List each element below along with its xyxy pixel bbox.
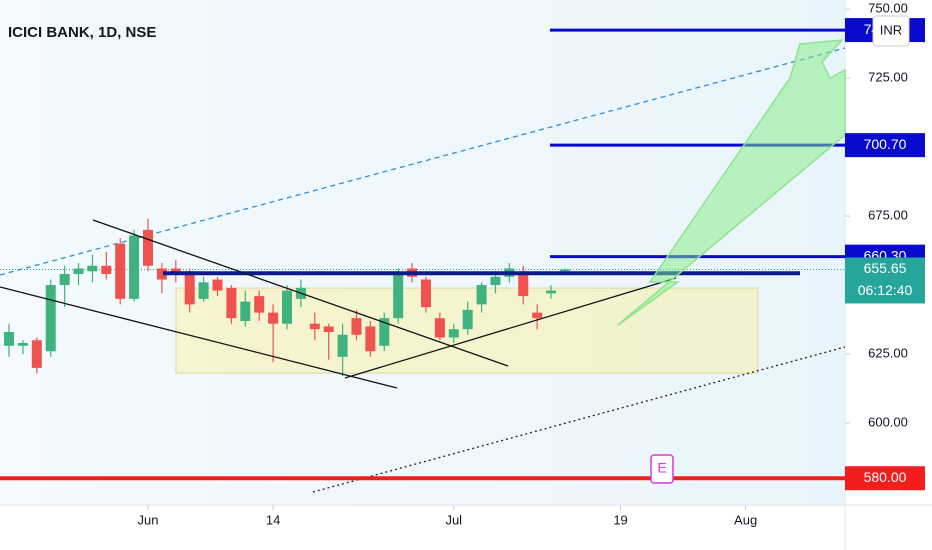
trend-line (92, 219, 509, 367)
candle-body (73, 268, 84, 275)
candle-body (379, 318, 390, 346)
earnings-label: E (657, 460, 666, 476)
x-tick-label: Jul (445, 512, 462, 527)
level-box (845, 466, 925, 491)
y-tick-label: 725.00 (868, 70, 908, 85)
candle-body (393, 274, 404, 319)
candle-body (156, 268, 167, 280)
last-price-label: 655.65 (864, 260, 907, 276)
candle-body (59, 274, 70, 286)
x-tick-label: 19 (613, 512, 627, 527)
candle-body (87, 265, 98, 272)
candle-body (17, 343, 28, 346)
candle-body (101, 265, 112, 275)
trend-line (344, 277, 677, 379)
countdown-label: 06:12:40 (858, 282, 913, 298)
candle-body (143, 229, 154, 266)
chart-title: ICICI BANK, 1D, NSE (8, 24, 156, 41)
candle-body (337, 334, 348, 357)
candle-body (448, 329, 459, 338)
last-price-box (845, 257, 925, 304)
candle-body (184, 271, 195, 305)
candle-body (198, 282, 209, 299)
candle-body (309, 323, 320, 330)
candle-body (226, 287, 237, 319)
earnings-marker[interactable] (650, 454, 674, 484)
candle-body (532, 312, 543, 319)
level-label: 700.70 (864, 136, 907, 152)
candle-body (45, 285, 56, 352)
currency-label: INR (880, 22, 902, 37)
candle-body (129, 235, 140, 299)
x-tick-label: 14 (266, 512, 280, 527)
candle-body (281, 290, 292, 324)
level-label: 580.00 (864, 469, 907, 485)
level-box (845, 133, 925, 158)
projection-arrow (617, 39, 846, 326)
candle-body (323, 326, 334, 332)
candle-body (490, 276, 501, 286)
candle-body (559, 269, 570, 272)
candle-body (31, 340, 42, 368)
currency-button[interactable] (872, 15, 910, 47)
candle-body (518, 271, 529, 297)
candle-body (351, 318, 362, 335)
time-axis (0, 505, 845, 550)
candle-body (268, 312, 279, 324)
candle-body (365, 326, 376, 352)
x-tick-label: Aug (734, 512, 757, 527)
y-tick-label: 675.00 (868, 208, 908, 223)
y-tick-label: 625.00 (868, 345, 908, 360)
candle-body (546, 290, 557, 294)
trend-line (0, 286, 398, 389)
candle-body (212, 279, 223, 291)
x-tick-label: Jun (138, 512, 159, 527)
candle-body (420, 279, 431, 308)
candle-body (240, 301, 251, 321)
candle-body (254, 296, 265, 313)
y-tick-label: 600.00 (868, 414, 908, 429)
trend-line (312, 346, 846, 493)
y-tick-label: 750.00 (868, 1, 908, 16)
plot-area (0, 0, 845, 505)
candle-body (476, 285, 487, 305)
candle-body (115, 243, 126, 299)
candle-body (462, 309, 473, 330)
candle-body (434, 318, 445, 338)
candle-body (4, 331, 15, 346)
